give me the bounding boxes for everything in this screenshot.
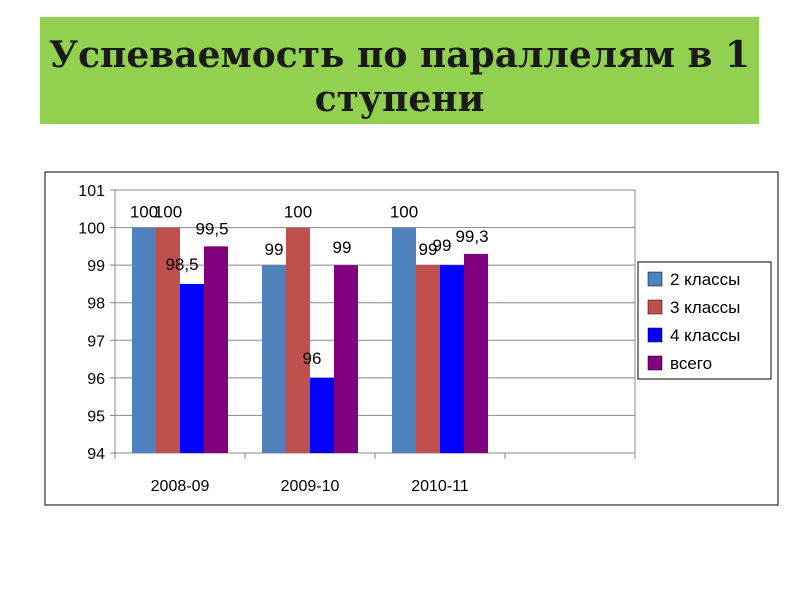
x-tick-label: 2008-09 bbox=[151, 478, 210, 495]
y-tick-label: 95 bbox=[87, 408, 105, 425]
bar bbox=[464, 253, 488, 453]
bar bbox=[334, 265, 358, 453]
data-label: 99 bbox=[433, 236, 452, 255]
x-tick-label: 2009-10 bbox=[281, 478, 340, 495]
bar bbox=[416, 265, 440, 453]
slide-title-line-2: ступени bbox=[314, 78, 485, 120]
bar bbox=[310, 377, 334, 453]
legend-label: всего bbox=[670, 354, 712, 373]
bar bbox=[156, 227, 180, 453]
legend: 2 классы 3 классы 4 классы всего bbox=[637, 261, 772, 380]
data-label: 100 bbox=[390, 203, 418, 222]
legend-swatch bbox=[647, 271, 663, 287]
data-label: 99 bbox=[265, 240, 284, 259]
x-tick-label: 2010-11 bbox=[411, 478, 469, 495]
y-tick-label: 101 bbox=[78, 183, 105, 200]
data-label: 100 bbox=[284, 203, 312, 222]
bar bbox=[440, 265, 464, 453]
bar bbox=[262, 265, 286, 453]
data-label: 99,5 bbox=[195, 219, 228, 238]
legend-label: 4 классы bbox=[670, 326, 740, 345]
data-label: 99 bbox=[333, 238, 352, 257]
bar bbox=[392, 227, 416, 453]
y-axis-ticks: 94 95 96 97 98 99 100 101 bbox=[78, 183, 115, 463]
legend-label: 2 классы bbox=[670, 270, 740, 289]
data-label: 99 bbox=[419, 240, 438, 259]
data-label: 100 bbox=[154, 203, 182, 222]
y-tick-label: 98 bbox=[87, 296, 105, 313]
legend-swatch bbox=[647, 327, 663, 343]
legend-swatch bbox=[647, 299, 663, 315]
bar bbox=[204, 246, 228, 453]
bar bbox=[180, 283, 204, 453]
data-label: 96 bbox=[303, 349, 322, 368]
x-axis-ticks: 2008-09 2009-10 2010-11 bbox=[114, 453, 636, 495]
y-tick-label: 99 bbox=[87, 258, 105, 275]
legend-label: 3 классы bbox=[670, 298, 740, 317]
y-tick-label: 94 bbox=[87, 446, 105, 463]
slide-title: Успеваемость по параллелям в 1 ступени bbox=[40, 33, 759, 121]
y-tick-label: 100 bbox=[78, 221, 105, 238]
title-banner: Успеваемость по параллелям в 1 ступени bbox=[40, 17, 759, 124]
y-tick-label: 96 bbox=[87, 371, 105, 388]
y-tick-label: 97 bbox=[87, 333, 105, 350]
data-label: 99,3 bbox=[455, 227, 488, 246]
bar bbox=[132, 227, 156, 453]
legend-swatch bbox=[647, 355, 663, 371]
data-label: 100 bbox=[130, 203, 158, 222]
slide-title-line-1: Успеваемость по параллелям в 1 bbox=[48, 34, 751, 76]
data-label: 98,5 bbox=[165, 255, 198, 274]
bars bbox=[132, 227, 488, 453]
bar bbox=[286, 227, 310, 453]
